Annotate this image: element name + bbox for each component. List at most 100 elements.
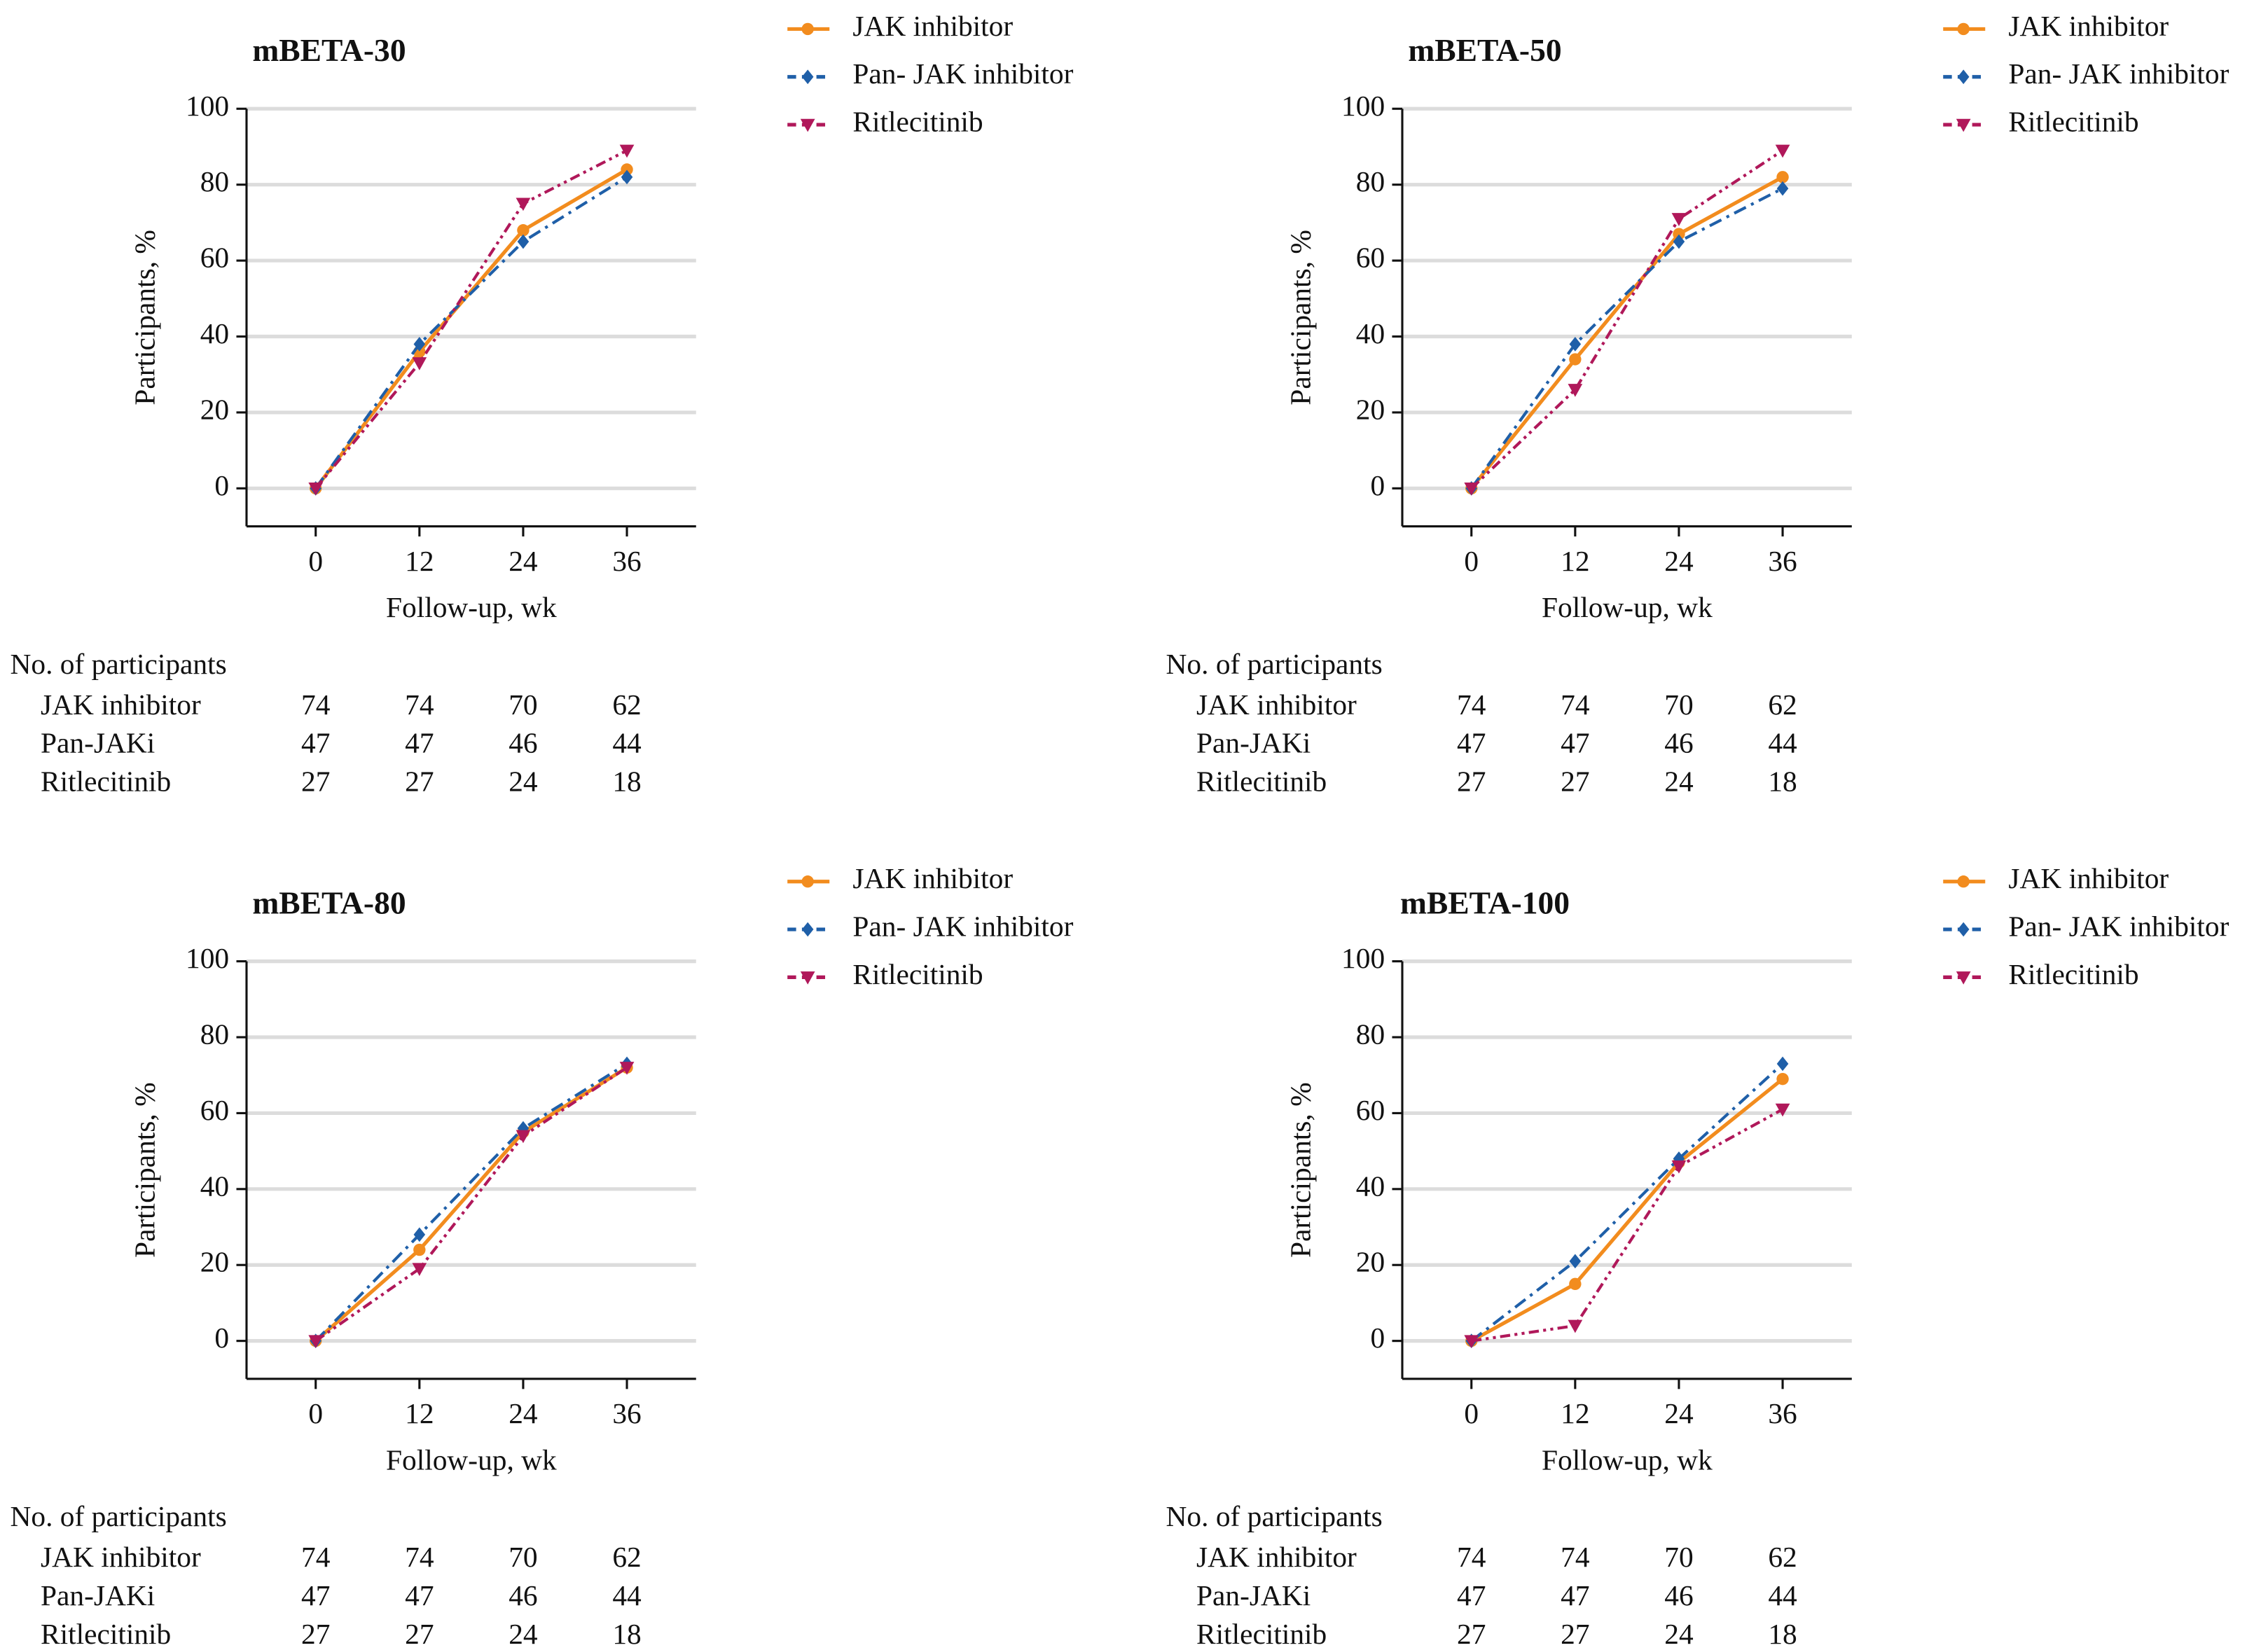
x-tick-label: 24 bbox=[1664, 545, 1694, 577]
table-cell: 74 bbox=[301, 1541, 331, 1573]
table-cell: 47 bbox=[301, 1579, 330, 1611]
x-tick-label: 12 bbox=[1561, 1397, 1589, 1429]
x-tick-label: 12 bbox=[405, 1397, 434, 1429]
table-cell: 18 bbox=[612, 765, 641, 798]
y-tick-label: 80 bbox=[200, 1018, 229, 1051]
legend-label: Pan- JAK inhibitor bbox=[2008, 57, 2229, 90]
table-cell: 27 bbox=[1457, 1618, 1486, 1650]
table-title: No. of participants bbox=[11, 648, 227, 680]
marker bbox=[1673, 234, 1685, 249]
marker bbox=[1776, 1056, 1789, 1072]
chart-panel: mBETA-100 0 20 40 60 80 100 0 12 24 36 Follow-up, w… bbox=[1166, 862, 2229, 1650]
y-tick-label: 20 bbox=[1356, 1246, 1385, 1278]
y-tick-label: 100 bbox=[1341, 90, 1385, 122]
marker bbox=[412, 357, 427, 370]
y-tick-label: 40 bbox=[200, 317, 229, 349]
x-axis-label: Follow-up, wk bbox=[386, 1443, 557, 1476]
y-tick-label: 80 bbox=[1356, 165, 1385, 197]
table-cell: 62 bbox=[612, 1541, 641, 1573]
table-cell: 27 bbox=[1561, 765, 1589, 798]
table-cell: 74 bbox=[301, 688, 331, 721]
table-cell: 47 bbox=[1457, 727, 1486, 759]
table-row-label: JAK inhibitor bbox=[1196, 688, 1357, 721]
table-cell: 24 bbox=[1664, 765, 1694, 798]
marker bbox=[308, 1335, 324, 1349]
y-axis-label: Participants, % bbox=[129, 230, 161, 405]
table-cell: 74 bbox=[1561, 1541, 1590, 1573]
y-axis-label: Participants, % bbox=[129, 1082, 161, 1258]
marker bbox=[800, 118, 815, 132]
table-cell: 24 bbox=[1664, 1618, 1694, 1650]
x-tick-label: 36 bbox=[612, 545, 641, 577]
x-tick-label: 12 bbox=[1561, 545, 1589, 577]
series-line bbox=[314, 1062, 628, 1343]
chart-title: mBETA-100 bbox=[1400, 885, 1570, 920]
y-tick-label: 20 bbox=[200, 393, 229, 425]
series-line bbox=[1470, 175, 1784, 490]
y-tick-label: 80 bbox=[200, 165, 229, 197]
table-row-label: Ritlecitinib bbox=[41, 765, 171, 798]
table-cell: 74 bbox=[1561, 688, 1590, 721]
marker bbox=[516, 1130, 531, 1144]
y-tick-label: 80 bbox=[1356, 1018, 1385, 1051]
y-tick-label: 40 bbox=[200, 1170, 229, 1202]
marker bbox=[517, 234, 530, 249]
marker bbox=[1956, 971, 1971, 985]
table-cell: 47 bbox=[301, 727, 330, 759]
legend-label: Ritlecitinib bbox=[852, 958, 983, 990]
marker bbox=[801, 69, 814, 85]
marker bbox=[1671, 213, 1687, 226]
table-cell: 70 bbox=[509, 1541, 537, 1573]
chart-panel: mBETA-30 0 20 40 60 80 100 0 12 24 36 Follow-up, wk… bbox=[11, 10, 1074, 798]
x-tick-label: 24 bbox=[509, 545, 538, 577]
y-tick-label: 60 bbox=[200, 1094, 229, 1126]
marker bbox=[801, 875, 814, 888]
legend-label: Pan- JAK inhibitor bbox=[852, 57, 1073, 90]
x-axis-label: Follow-up, wk bbox=[386, 591, 557, 623]
marker bbox=[1671, 1160, 1687, 1174]
table-cell: 62 bbox=[1768, 688, 1797, 721]
table-cell: 74 bbox=[405, 1541, 434, 1573]
marker bbox=[1569, 336, 1582, 352]
table-cell: 27 bbox=[405, 765, 434, 798]
table-row-label: Ritlecitinib bbox=[41, 1618, 171, 1650]
marker bbox=[308, 483, 324, 496]
series-line bbox=[1470, 1077, 1784, 1343]
x-tick-label: 36 bbox=[1768, 1397, 1797, 1429]
marker bbox=[516, 197, 531, 212]
table-row-label: Pan-JAKi bbox=[41, 727, 155, 759]
chart-panel: mBETA-50 0 20 40 60 80 100 0 12 24 36 Follow-up, wk… bbox=[1166, 10, 2229, 798]
table-cell: 46 bbox=[1664, 1579, 1693, 1611]
table-cell: 70 bbox=[1664, 1541, 1693, 1573]
marker bbox=[1568, 1319, 1583, 1333]
table-cell: 27 bbox=[301, 765, 330, 798]
table-cell: 44 bbox=[1768, 727, 1797, 759]
table-cell: 47 bbox=[1561, 1579, 1589, 1611]
marker bbox=[1568, 384, 1583, 397]
chart-panel: mBETA-80 0 20 40 60 80 100 0 12 24 36 Follow-up, wk… bbox=[11, 862, 1074, 1650]
marker bbox=[413, 1227, 426, 1242]
marker bbox=[1569, 1254, 1582, 1269]
marker bbox=[621, 163, 633, 176]
table-row-label: Pan-JAKi bbox=[1196, 1579, 1311, 1611]
series-line bbox=[1470, 187, 1784, 490]
x-tick-label: 36 bbox=[1768, 545, 1797, 577]
marker bbox=[1776, 1072, 1789, 1086]
table-cell: 27 bbox=[301, 1618, 330, 1650]
y-tick-label: 100 bbox=[186, 942, 229, 974]
y-tick-label: 0 bbox=[214, 469, 229, 501]
marker bbox=[413, 336, 426, 352]
y-tick-label: 60 bbox=[200, 242, 229, 274]
marker bbox=[621, 169, 633, 185]
marker bbox=[801, 22, 814, 36]
marker bbox=[619, 144, 635, 158]
y-tick-label: 100 bbox=[186, 90, 229, 122]
x-axis-label: Follow-up, wk bbox=[1542, 1443, 1713, 1476]
chart-title: mBETA-30 bbox=[252, 32, 406, 68]
table-cell: 44 bbox=[612, 727, 642, 759]
series-line bbox=[314, 176, 628, 490]
y-tick-label: 60 bbox=[1356, 1094, 1385, 1126]
y-tick-label: 0 bbox=[1370, 1322, 1385, 1354]
x-tick-label: 36 bbox=[612, 1397, 641, 1429]
